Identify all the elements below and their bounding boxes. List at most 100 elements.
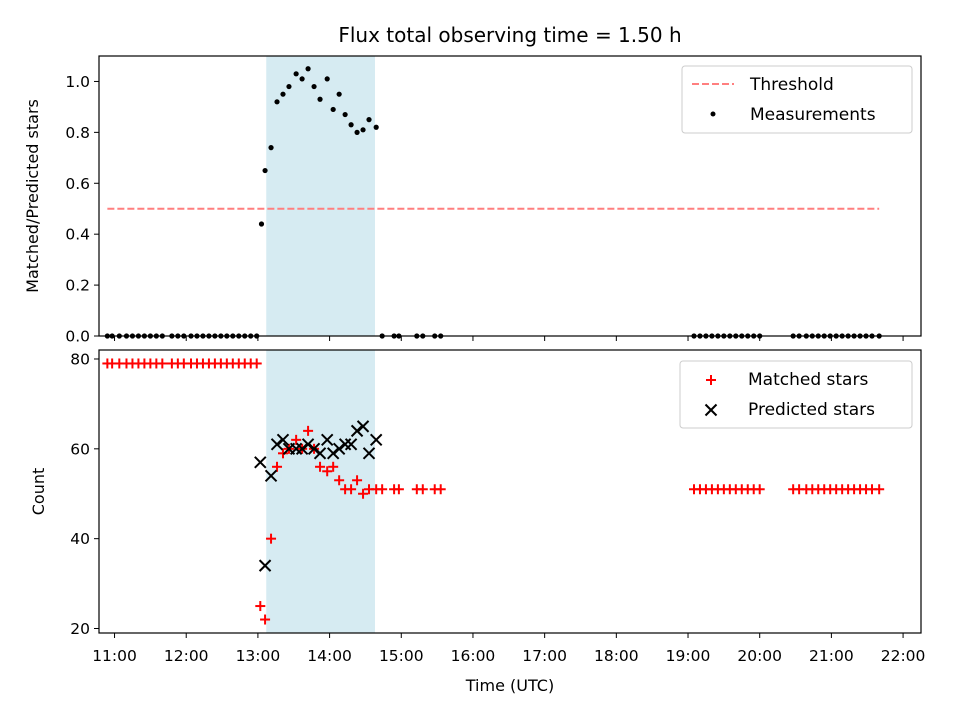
y-tick-label: 0.6 [65,175,90,193]
measurement-point [324,76,330,82]
matched-star-point [393,484,404,495]
matched-star-point [303,425,314,436]
y-tick-label: 0.8 [65,124,90,142]
measurement-point [360,127,366,133]
x-tick-label: 22:00 [881,647,926,665]
x-tick-label: 15:00 [379,647,424,665]
x-tick-label: 21:00 [809,647,854,665]
matched-star-point [417,484,428,495]
matched-star-point [346,484,357,495]
flux-ratio-legend: Threshold Measurements [681,65,913,134]
measurement-point [262,167,268,174]
predicted-star-point [320,433,334,447]
matched-star-point [315,461,326,472]
matched-star-point [255,601,266,612]
legend-marker-measurements [710,111,716,117]
flux-ratio-y-ticks: 0.0 0.2 0.4 0.6 0.8 1.0 [65,73,99,346]
predicted-star-point [295,442,309,456]
legend-cross-glyph [704,403,718,417]
flux-ratio-panel: 0.0 0.2 0.4 0.6 0.8 1.0 Flux total observing … [23,23,922,346]
measurement-point [366,117,372,123]
x-tick-label: 11:00 [92,647,137,665]
measurement-point [274,99,280,105]
measurement-point [268,145,274,151]
measurement-point [293,71,299,77]
legend-label-threshold: Threshold [749,75,834,95]
x-tick-label: 13:00 [236,647,281,665]
measurement-point [373,124,379,130]
observing-window-span [266,56,375,336]
matched-star-point [754,484,765,495]
star-count-series [102,358,885,625]
y-tick-label: 60 [70,440,90,458]
matched-star-point [260,614,271,625]
x-tick-label: 14:00 [307,647,352,665]
flux-ratio-axes-frame [98,55,922,337]
y-tick-label: 0.2 [65,277,90,295]
predicted-star-point [254,456,267,469]
predicted-star-point [301,438,315,451]
matched-star-point [874,484,885,495]
measurement-point [280,91,286,97]
y-tick-label: 0.0 [65,328,90,346]
measurement-point [317,96,323,102]
legend-marker-matched-stars [706,375,716,385]
flux-ratio-x-ticks [114,336,904,341]
x-tick-label: 17:00 [522,647,567,665]
predicted-star-point [344,438,358,451]
measurement-point [311,83,317,90]
predicted-star-point [362,447,376,460]
matched-star-point [358,488,369,499]
y-tick-label: 0.4 [65,226,90,244]
predicted-star-point [332,442,346,456]
measurement-point [286,83,292,90]
predicted-star-point [369,433,383,447]
legend-box [681,65,913,134]
matched-star-point [334,475,345,486]
x-tick-label: 18:00 [594,647,639,665]
matched-star-point [322,466,333,477]
legend-plus-glyph [706,375,716,385]
predicted-star-point [276,433,290,447]
x-axis-label: Time (UTC) [465,676,554,695]
x-tick-label: 12:00 [164,647,209,665]
matched-star-point [435,484,446,495]
predicted-star-point [326,447,340,460]
x-tick-label: 19:00 [666,647,711,665]
legend-box [679,360,913,429]
legend-label-predicted-stars: Predicted stars [748,400,875,420]
observing-window-span [266,350,375,633]
legend-label-matched-stars: Matched stars [748,370,868,390]
matched-star-point [266,533,277,544]
predicted-star-point [356,420,370,433]
y-axis-label-count: Count [29,468,48,516]
matched-star-point [291,434,302,445]
measurement-point [336,91,342,97]
x-tick-label: 20:00 [737,647,782,665]
measurement-point [258,221,265,227]
measurement-point [305,66,311,72]
measurement-point [348,122,354,128]
y-tick-label: 1.0 [65,73,90,91]
matched-star-point [328,461,339,472]
y-tick-label: 40 [70,530,90,548]
star-count-legend: Matched stars Predicted stars [679,360,913,429]
star-count-axes-frame [98,349,922,634]
predicted-star-point [270,438,284,451]
legend-marker-predicted-stars [704,403,718,417]
y-tick-label: 80 [70,350,90,368]
predicted-star-point [307,442,321,456]
x-tick-label: 16:00 [451,647,496,665]
predicted-star-point [264,469,278,482]
measurement-point [354,129,360,135]
star-count-x-ticks: 11:00 12:00 13:00 14:00 15:00 16:00 17:00 18:00… [92,633,925,665]
matched-star-point [157,358,168,369]
predicted-star-point [258,559,272,572]
matched-star-point [377,484,388,495]
predicted-star-point [313,447,327,460]
matched-star-point [277,448,288,459]
legend-label-measurements: Measurements [750,105,876,125]
matched-star-point [272,461,283,472]
